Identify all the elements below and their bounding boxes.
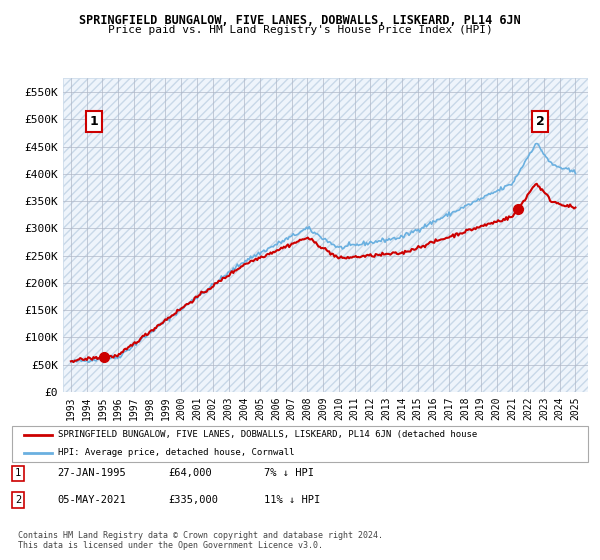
Text: 2: 2 [15, 495, 21, 505]
Text: £335,000: £335,000 [168, 495, 218, 505]
Text: HPI: Average price, detached house, Cornwall: HPI: Average price, detached house, Corn… [58, 449, 295, 458]
Text: Contains HM Land Registry data © Crown copyright and database right 2024.
This d: Contains HM Land Registry data © Crown c… [18, 530, 383, 550]
Text: 11% ↓ HPI: 11% ↓ HPI [264, 495, 320, 505]
Text: 2: 2 [536, 115, 545, 128]
Text: 1: 1 [90, 115, 98, 128]
Text: SPRINGFIELD BUNGALOW, FIVE LANES, DOBWALLS, LISKEARD, PL14 6JN: SPRINGFIELD BUNGALOW, FIVE LANES, DOBWAL… [79, 14, 521, 27]
FancyBboxPatch shape [12, 426, 588, 462]
Text: £64,000: £64,000 [168, 468, 212, 478]
Text: 7% ↓ HPI: 7% ↓ HPI [264, 468, 314, 478]
Text: 05-MAY-2021: 05-MAY-2021 [57, 495, 126, 505]
Text: 1: 1 [15, 468, 21, 478]
Text: SPRINGFIELD BUNGALOW, FIVE LANES, DOBWALLS, LISKEARD, PL14 6JN (detached house: SPRINGFIELD BUNGALOW, FIVE LANES, DOBWAL… [58, 430, 478, 439]
Text: Price paid vs. HM Land Registry's House Price Index (HPI): Price paid vs. HM Land Registry's House … [107, 25, 493, 35]
Text: 27-JAN-1995: 27-JAN-1995 [57, 468, 126, 478]
